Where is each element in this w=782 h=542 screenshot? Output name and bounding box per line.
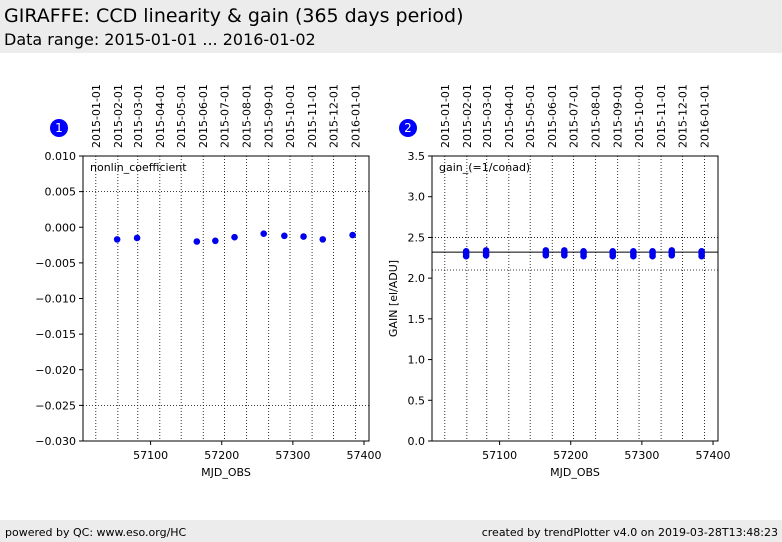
panel-1-x-tick-label: 57300 bbox=[275, 449, 310, 462]
panel-2-x-tick-label: 57400 bbox=[696, 449, 731, 462]
panel-2-y-tick-label: 1.0 bbox=[408, 354, 426, 367]
panel-1-data-point bbox=[231, 233, 238, 241]
panel-2-date-tick-label: 2015-05-01 bbox=[524, 84, 537, 148]
panel-2-data-point bbox=[668, 247, 676, 254]
panel-1-x-axis-label: MJD_OBS bbox=[201, 466, 251, 479]
panel-2-y-tick-label: 3.0 bbox=[408, 191, 426, 204]
panel-1-data-point bbox=[113, 236, 121, 243]
footer-bar: powered by QC: www.eso.org/HC created by… bbox=[0, 520, 782, 542]
panel-1-date-tick-label: 2015-10-01 bbox=[284, 84, 297, 148]
panel-2-data-point bbox=[609, 247, 617, 255]
panel-1-date-tick-label: 2015-01-01 bbox=[90, 84, 103, 148]
panel-2-data-point bbox=[698, 247, 705, 255]
panel-1-date-tick-label: 2015-06-01 bbox=[197, 84, 210, 148]
panel-1-date-tick-label: 2015-12-01 bbox=[327, 84, 340, 148]
footer-credit: powered by QC: www.eso.org/HC bbox=[5, 526, 187, 539]
panel-2-date-tick-label: 2015-10-01 bbox=[633, 84, 646, 148]
panel-1-date-tick-label: 2015-03-01 bbox=[132, 84, 145, 148]
panel-2-date-tick-label: 2015-09-01 bbox=[612, 84, 625, 148]
panel-2-date-tick-label: 2015-06-01 bbox=[546, 84, 559, 148]
panel-2-x-tick-label: 57200 bbox=[553, 449, 588, 462]
panel-1-chart: 2015-01-01 2015-02-01 2015-03-01 2015-04-01… bbox=[35, 84, 381, 479]
panel-1-marker-number: 1 bbox=[55, 121, 63, 135]
panel-1-y-tick-label: −0.030 bbox=[35, 435, 76, 448]
panel-1-date-tick-label: 2015-11-01 bbox=[306, 84, 319, 148]
panel-2-data-point bbox=[462, 247, 470, 255]
panel-2-axes-frame bbox=[431, 155, 719, 442]
panel-1-y-tick-label: −0.025 bbox=[35, 399, 76, 412]
panel-1-y-tick-label: −0.020 bbox=[35, 364, 76, 377]
panel-1-y-tick-label: 0.005 bbox=[45, 186, 77, 199]
panel-1-x-tick-label: 57200 bbox=[204, 449, 239, 462]
panel-1-data-point bbox=[349, 231, 356, 239]
panel-1-data-point bbox=[319, 236, 327, 243]
panel-2-y-tick-label: 1.5 bbox=[408, 313, 426, 326]
panel-2-date-tick-label: 2015-12-01 bbox=[676, 84, 689, 148]
panel-2-marker-number: 2 bbox=[404, 121, 412, 135]
panel-1-data-point bbox=[300, 233, 307, 240]
panel-2-x-tick-label: 57100 bbox=[482, 449, 517, 462]
panel-2-y-tick-label: 0.5 bbox=[408, 394, 426, 407]
panel-2-data-point bbox=[630, 247, 637, 255]
panel-1-y-tick-label: −0.005 bbox=[35, 257, 76, 270]
footer-generator: created by trendPlotter v4.0 on 2019-03-… bbox=[481, 526, 778, 539]
panel-1-date-tick-label: 2015-05-01 bbox=[175, 84, 188, 148]
data-range-subtitle: Data range: 2015-01-01 ... 2016-01-02 bbox=[4, 30, 316, 49]
panel-1-date-tick-label: 2015-08-01 bbox=[241, 84, 254, 148]
panel-1-axes-frame bbox=[82, 155, 370, 442]
panel-2-date-tick-label: 2015-07-01 bbox=[568, 84, 581, 148]
panel-2-date-tick-label: 2015-11-01 bbox=[655, 84, 668, 148]
panel-2-date-tick-label: 2015-08-01 bbox=[590, 84, 603, 148]
panel-2-y-tick-label: 0.0 bbox=[408, 435, 426, 448]
panel-1-date-tick-label: 2015-04-01 bbox=[154, 84, 167, 148]
panel-2-data-point bbox=[649, 247, 656, 255]
panel-2-x-tick-label: 57300 bbox=[624, 449, 659, 462]
panel-2-annotation-label: gain_(=1/conad) bbox=[439, 161, 530, 174]
panel-2-y-axis-label: GAIN [el/ADU] bbox=[387, 260, 400, 337]
panel-2-y-tick-label: 2.0 bbox=[408, 272, 426, 285]
panel-1-y-tick-label: −0.015 bbox=[35, 328, 76, 341]
panel-1-date-tick-label: 2015-02-01 bbox=[112, 84, 125, 148]
panel-2-date-tick-label: 2016-01-01 bbox=[698, 84, 711, 148]
page-title: GIRAFFE: CCD linearity & gain (365 days … bbox=[4, 5, 464, 27]
panel-1-date-tick-label: 2015-07-01 bbox=[219, 84, 232, 148]
panel-2-marker-circle bbox=[399, 119, 417, 137]
panel-2-data-point bbox=[561, 247, 568, 254]
panel-2-data-point bbox=[542, 247, 550, 254]
panel-2-y-tick-label: 2.5 bbox=[408, 231, 426, 244]
panel-1-date-tick-label: 2015-09-01 bbox=[263, 84, 276, 148]
panel-1-data-point bbox=[281, 232, 288, 240]
panel-1-data-point bbox=[193, 238, 201, 245]
panel-2-chart: 2015-01-01 2015-02-01 2015-03-01 2015-04-01… bbox=[387, 84, 731, 479]
panel-2-y-tick-label: 3.5 bbox=[408, 150, 426, 163]
panel-1-data-point bbox=[133, 234, 141, 242]
panel-2-x-axis-label: MJD_OBS bbox=[550, 466, 600, 479]
panel-1-y-tick-label: 0.000 bbox=[45, 221, 77, 234]
panel-2-data-point bbox=[580, 247, 587, 255]
panel-1-y-tick-label: 0.010 bbox=[45, 150, 77, 163]
panel-1-data-point bbox=[260, 230, 268, 237]
panel-2-date-tick-label: 2015-02-01 bbox=[461, 84, 474, 148]
panel-1-marker-circle bbox=[50, 119, 68, 137]
panel-2-date-tick-label: 2015-04-01 bbox=[503, 84, 516, 148]
header-bar: GIRAFFE: CCD linearity & gain (365 days … bbox=[0, 0, 782, 53]
panel-1-x-tick-label: 57100 bbox=[133, 449, 168, 462]
panel-1-y-tick-label: −0.010 bbox=[35, 293, 76, 306]
panel-1-date-tick-label: 2016-01-01 bbox=[349, 84, 362, 148]
panel-1-annotation-label: nonlin_coefficient bbox=[90, 161, 187, 174]
panel-1-data-point bbox=[212, 237, 219, 245]
panel-1-x-tick-label: 57400 bbox=[347, 449, 382, 462]
panel-2-date-tick-label: 2015-03-01 bbox=[481, 84, 494, 148]
panel-2-data-point bbox=[482, 247, 490, 254]
panel-2-date-tick-label: 2015-01-01 bbox=[439, 84, 452, 148]
